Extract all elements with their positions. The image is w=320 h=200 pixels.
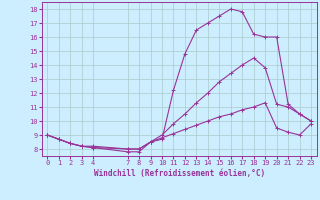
X-axis label: Windchill (Refroidissement éolien,°C): Windchill (Refroidissement éolien,°C) bbox=[94, 169, 265, 178]
